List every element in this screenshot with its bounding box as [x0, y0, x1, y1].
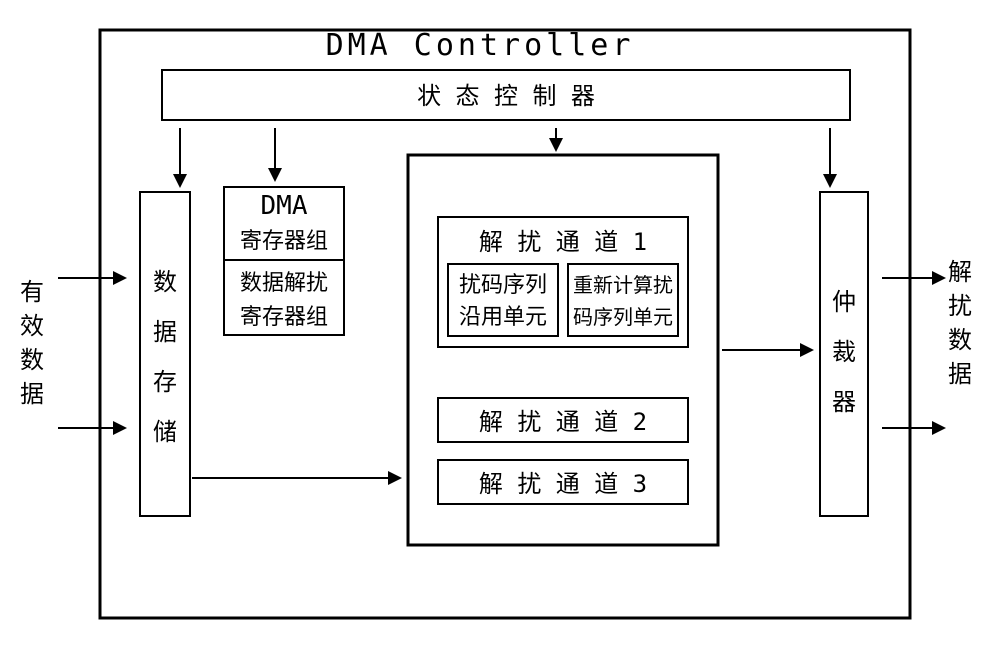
svg-text:数: 数	[20, 346, 44, 374]
svg-text:寄存器组: 寄存器组	[240, 229, 328, 254]
svg-text:据: 据	[153, 318, 177, 346]
svg-text:解 扰 通 道 1: 解 扰 通 道 1	[479, 228, 647, 256]
svg-text:重新计算扰: 重新计算扰	[573, 273, 673, 297]
svg-text:数: 数	[948, 326, 972, 354]
svg-text:码序列单元: 码序列单元	[573, 305, 673, 329]
svg-text:扰: 扰	[948, 292, 972, 320]
svg-text:DMA Controller: DMA Controller	[326, 28, 635, 63]
svg-text:仲: 仲	[832, 288, 856, 316]
svg-text:沿用单元: 沿用单元	[459, 305, 547, 330]
svg-text:裁: 裁	[832, 338, 856, 366]
svg-text:解: 解	[948, 258, 972, 286]
svg-text:状 态 控 制 器: 状 态 控 制 器	[417, 82, 595, 110]
svg-text:扰码序列: 扰码序列	[459, 273, 547, 298]
svg-text:数据解扰: 数据解扰	[240, 271, 328, 296]
svg-text:储: 储	[153, 418, 177, 446]
svg-text:据: 据	[948, 360, 972, 388]
svg-text:效: 效	[20, 312, 44, 340]
svg-text:据: 据	[20, 380, 44, 408]
svg-text:有: 有	[20, 278, 44, 306]
svg-text:数: 数	[153, 268, 177, 296]
svg-text:寄存器组: 寄存器组	[240, 305, 328, 330]
svg-text:存: 存	[153, 368, 177, 396]
svg-text:DMA: DMA	[261, 191, 308, 221]
svg-text:解 扰 通 道 3: 解 扰 通 道 3	[479, 470, 647, 498]
svg-text:器: 器	[832, 388, 856, 416]
svg-text:解 扰 通 道 2: 解 扰 通 道 2	[479, 408, 647, 436]
